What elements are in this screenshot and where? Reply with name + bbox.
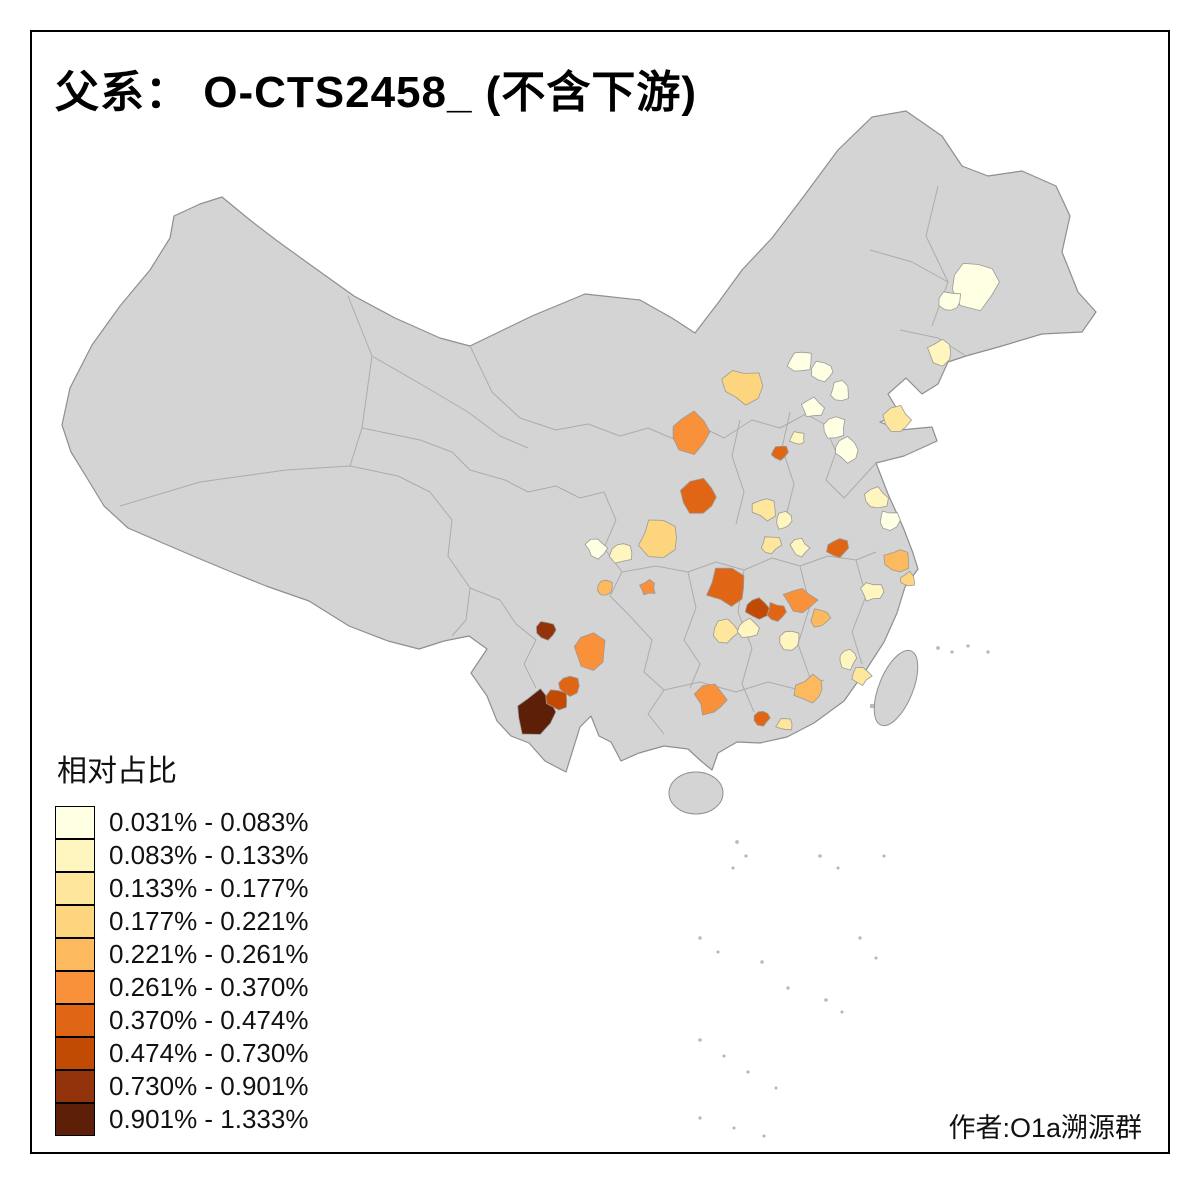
- legend-label: 0.730% - 0.901%: [109, 1071, 309, 1101]
- map-region: [864, 486, 889, 509]
- legend-label: 0.177% - 0.221%: [109, 906, 309, 936]
- mainland-shape: [61, 110, 1097, 773]
- map-region: [810, 608, 832, 628]
- map-region: [776, 510, 793, 530]
- map-region: [770, 445, 789, 461]
- map-region: [535, 621, 557, 641]
- legend-item: 0.083% - 0.133%: [55, 839, 308, 872]
- legend-swatch: [55, 938, 95, 971]
- legend-swatch: [55, 839, 95, 872]
- figure-title: 父系： O-CTS2458_ (不含下游): [55, 68, 697, 117]
- map-region: [753, 710, 771, 727]
- hainan-island: [668, 771, 724, 815]
- legend-swatch: [55, 971, 95, 1004]
- legend-label: 0.221% - 0.261%: [109, 939, 309, 969]
- map-region: [786, 351, 812, 372]
- legend-label: 0.083% - 0.133%: [109, 840, 309, 870]
- map-region: [851, 666, 873, 686]
- legend-items: 0.031% - 0.083% 0.083% - 0.133% 0.133% - 0…: [55, 806, 308, 1136]
- legend-item: 0.370% - 0.474%: [55, 1004, 308, 1037]
- legend-label: 0.261% - 0.370%: [109, 972, 309, 1002]
- map-region: [638, 519, 677, 558]
- map-regions: [517, 262, 1000, 735]
- map-region: [573, 632, 606, 671]
- map-region: [839, 648, 858, 671]
- map-region: [782, 588, 819, 614]
- legend-item: 0.901% - 1.333%: [55, 1103, 308, 1136]
- legend-swatch: [55, 1004, 95, 1037]
- map-region: [760, 536, 783, 555]
- author-credit: 作者:O1a溯源群: [948, 1113, 1142, 1143]
- map-region: [879, 510, 901, 532]
- legend-item: 0.177% - 0.221%: [55, 905, 308, 938]
- legend-swatch: [55, 1103, 95, 1136]
- map-region: [597, 579, 613, 596]
- legend-swatch: [55, 1070, 95, 1103]
- legend-item: 0.474% - 0.730%: [55, 1037, 308, 1070]
- map-region: [938, 291, 962, 311]
- map-region: [744, 597, 770, 620]
- map-region: [789, 537, 811, 558]
- legend-item: 0.031% - 0.083%: [55, 806, 308, 839]
- legend: 相对占比 0.031% - 0.083% 0.083% - 0.133% 0.133…: [55, 746, 308, 1136]
- legend-item: 0.261% - 0.370%: [55, 971, 308, 1004]
- legend-swatch: [55, 806, 95, 839]
- legend-label: 0.031% - 0.083%: [109, 807, 309, 837]
- map-region: [775, 718, 793, 731]
- legend-label: 0.370% - 0.474%: [109, 1005, 309, 1035]
- map-region: [706, 567, 745, 607]
- map-region: [835, 435, 859, 464]
- taiwan-island: [873, 649, 919, 727]
- legend-label: 0.133% - 0.177%: [109, 873, 309, 903]
- legend-swatch: [55, 872, 95, 905]
- map-region: [766, 601, 787, 622]
- map-region: [823, 416, 846, 439]
- map-region: [712, 618, 740, 644]
- legend-label: 0.901% - 1.333%: [109, 1104, 309, 1134]
- map-region: [900, 570, 915, 587]
- legend-swatch: [55, 905, 95, 938]
- map-region: [639, 579, 656, 596]
- sea-islets: [698, 644, 990, 1138]
- map-region: [721, 370, 764, 406]
- map-region: [800, 396, 825, 418]
- map-region: [679, 477, 717, 514]
- map-region: [826, 538, 850, 559]
- map-region: [951, 262, 1000, 312]
- legend-title: 相对占比: [57, 755, 177, 788]
- map-region: [926, 338, 952, 367]
- map-region: [751, 498, 776, 522]
- map-region: [860, 582, 885, 602]
- map-region: [584, 538, 609, 560]
- map-region: [830, 379, 849, 402]
- map-region: [882, 405, 913, 433]
- map-region: [793, 673, 823, 704]
- legend-item: 0.730% - 0.901%: [55, 1070, 308, 1103]
- map-region: [693, 683, 728, 716]
- legend-item: 0.133% - 0.177%: [55, 872, 308, 905]
- map-region: [558, 675, 580, 697]
- map-region: [736, 617, 760, 639]
- legend-swatch: [55, 1037, 95, 1070]
- map-region: [779, 630, 800, 651]
- legend-label: 0.474% - 0.730%: [109, 1038, 309, 1068]
- legend-item: 0.221% - 0.261%: [55, 938, 308, 971]
- map-region: [545, 689, 568, 711]
- map-region: [608, 543, 633, 564]
- map-region: [811, 360, 834, 383]
- map-region: [672, 410, 711, 456]
- map-region: [883, 549, 910, 573]
- map-region: [788, 431, 805, 445]
